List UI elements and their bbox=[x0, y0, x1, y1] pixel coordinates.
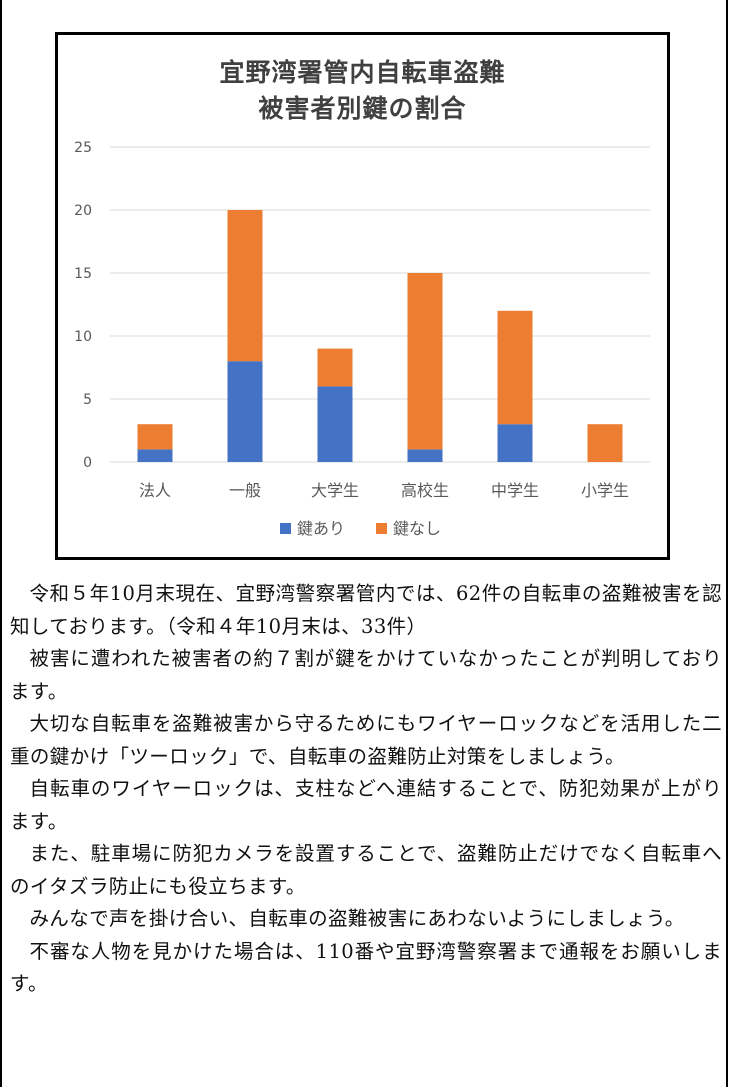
bar-segment-without-lock bbox=[227, 210, 263, 362]
legend-swatch bbox=[376, 523, 387, 534]
bar-segment-with-lock bbox=[137, 449, 173, 462]
bar-segment-with-lock bbox=[407, 449, 443, 462]
paragraph-4: 自転車のワイヤーロックは、支柱などへ連結することで、防犯効果が上がります。 bbox=[10, 777, 722, 833]
legend-label: 鍵なし bbox=[393, 519, 441, 538]
x-tick-label: 大学生 bbox=[311, 481, 359, 500]
paragraph-3: 大切な自転車を盗難被害から守るためにもワイヤーロックなどを活用した二重の鍵かけ「… bbox=[10, 712, 722, 768]
bar-segment-with-lock bbox=[227, 361, 263, 462]
x-tick-label: 法人 bbox=[139, 481, 171, 500]
y-tick-label: 0 bbox=[83, 455, 92, 471]
paragraph-6: みんなで声を掛け合い、自転車の盗難被害にあわないようにしましょう。 bbox=[29, 907, 685, 930]
y-tick-label: 15 bbox=[74, 266, 92, 282]
article-body: 令和５年10月末現在、宜野湾警察署管内では、62件の自転車の盗難被害を認知してお… bbox=[10, 578, 722, 1001]
bar-segment-without-lock bbox=[137, 424, 173, 450]
chart-title-line1: 宜野湾署管内自転車盗難 bbox=[219, 58, 506, 87]
paragraph-2: 被害に遭われた被害者の約７割が鍵をかけていなかったことが判明しております。 bbox=[10, 647, 722, 703]
paragraph-7: 不審な人物を見かけた場合は、110番や宜野湾警察署まで通報をお願いします。 bbox=[10, 939, 722, 996]
bar-segment-without-lock bbox=[587, 424, 623, 462]
bar-segment-without-lock bbox=[317, 348, 353, 387]
bar-segment-with-lock bbox=[317, 386, 353, 462]
chart-panel: 宜野湾署管内自転車盗難 被害者別鍵の割合 0 5 10 15 20 25 法人 一般 大学生 高校… bbox=[55, 32, 670, 560]
bar-segment-without-lock bbox=[497, 310, 533, 425]
bar-segment-with-lock bbox=[497, 424, 533, 462]
x-tick-label: 高校生 bbox=[401, 481, 449, 500]
bar-segment-without-lock bbox=[407, 273, 443, 450]
x-tick-label: 小学生 bbox=[581, 481, 629, 500]
x-tick-label: 中学生 bbox=[491, 481, 539, 500]
y-tick-label: 20 bbox=[74, 203, 92, 219]
y-tick-label: 10 bbox=[74, 329, 92, 345]
legend-label: 鍵あり bbox=[297, 519, 345, 538]
paragraph-1: 令和５年10月末現在、宜野湾警察署管内では、62件の自転車の盗難被害を認知してお… bbox=[10, 582, 722, 638]
y-tick-label: 5 bbox=[83, 392, 92, 408]
x-tick-label: 一般 bbox=[229, 481, 261, 500]
y-tick-label: 25 bbox=[74, 140, 92, 156]
chart-title-line2: 被害者別鍵の割合 bbox=[258, 94, 467, 123]
paragraph-5: また、駐車場に防犯カメラを設置することで、盗難防止だけでなく自転車へのイタズラ防… bbox=[10, 842, 722, 898]
legend-swatch bbox=[280, 523, 291, 534]
